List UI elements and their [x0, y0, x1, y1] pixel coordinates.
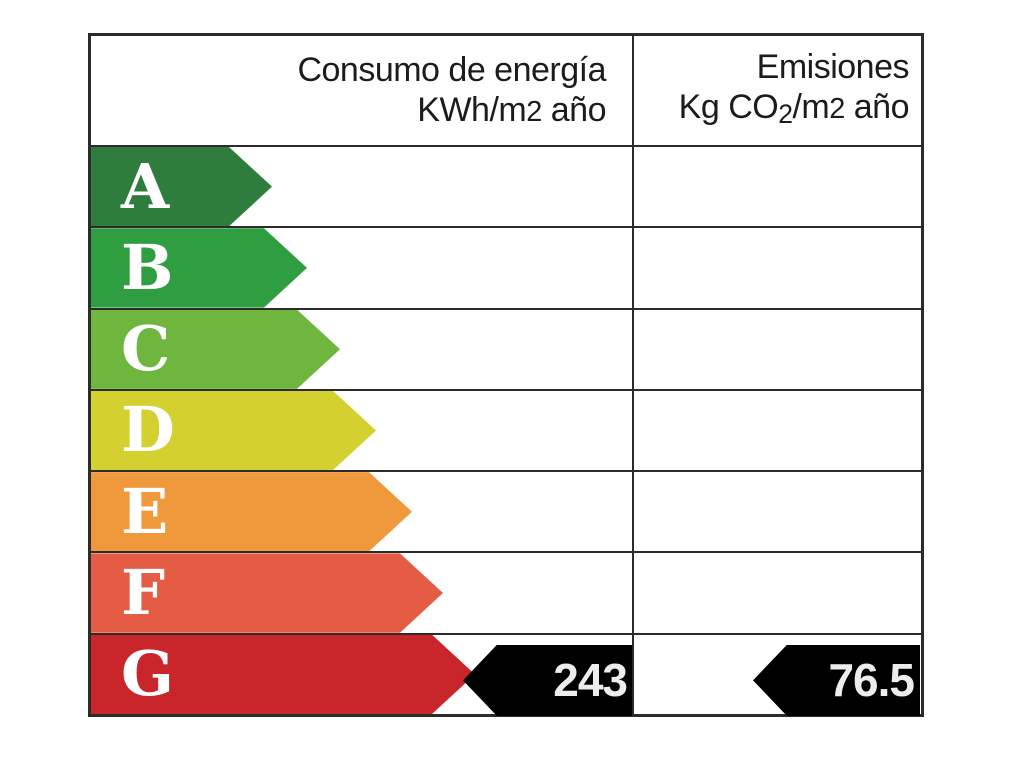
table-header-row: Consumo de energía KWh/m2 año Emisiones …	[91, 36, 921, 147]
emissions-cell-e	[632, 472, 921, 552]
consumption-value-arrow: 243	[463, 644, 632, 716]
rating-letter-e: E	[121, 474, 169, 548]
header-consumption-line1: Consumo de energía	[297, 50, 606, 89]
header-consumption-line2: KWh/m2 año	[417, 90, 606, 129]
rating-row-b: B	[91, 228, 921, 310]
header-emissions-line1: Emisiones	[756, 48, 910, 87]
rating-arrow-g: G	[91, 635, 475, 714]
header-consumption: Consumo de energía KWh/m2 año	[91, 36, 632, 145]
emissions-cell-a	[632, 147, 921, 227]
rating-arrow-f: F	[91, 553, 443, 632]
rating-row-f: F	[91, 553, 921, 635]
rating-arrow-c: C	[91, 310, 340, 389]
emissions-value: 76.5	[828, 654, 915, 707]
consumption-value: 243	[553, 654, 628, 707]
rating-letter-c: C	[121, 312, 171, 386]
rating-arrow-e: E	[91, 472, 412, 551]
rating-row-e: E	[91, 472, 921, 554]
emissions-cell-g: 76.5	[632, 634, 921, 716]
emissions-cell-b	[632, 228, 921, 308]
rating-letter-g: G	[121, 637, 174, 711]
header-emissions-co2-sub: 2	[778, 98, 793, 129]
rating-row-g: G 243 76.5	[91, 634, 921, 716]
rating-letter-a: A	[121, 149, 170, 223]
emissions-value-arrow: 76.5	[753, 644, 920, 716]
header-emissions-m2: 2	[829, 93, 845, 126]
rating-letter-b: B	[121, 230, 174, 304]
emissions-cell-c	[632, 309, 921, 389]
rating-letter-f: F	[121, 556, 166, 630]
emissions-cell-d	[632, 390, 921, 471]
rating-arrow-d: D	[91, 391, 376, 470]
rating-row-d: D	[91, 390, 921, 473]
header-consumption-m2: 2	[526, 95, 542, 128]
emissions-cell-f	[632, 553, 921, 633]
rating-arrow-a: A	[91, 147, 272, 226]
rating-arrow-b: B	[91, 228, 307, 307]
rating-row-a: A	[91, 147, 921, 229]
rating-letter-d: D	[121, 393, 175, 467]
rating-row-c: C	[91, 309, 921, 391]
energy-rating-table: Consumo de energía KWh/m2 año Emisiones …	[88, 33, 924, 717]
header-emissions-line2: Kg CO2/m2 año	[678, 88, 910, 129]
header-emissions: Emisiones Kg CO2/m2 año	[632, 36, 921, 145]
